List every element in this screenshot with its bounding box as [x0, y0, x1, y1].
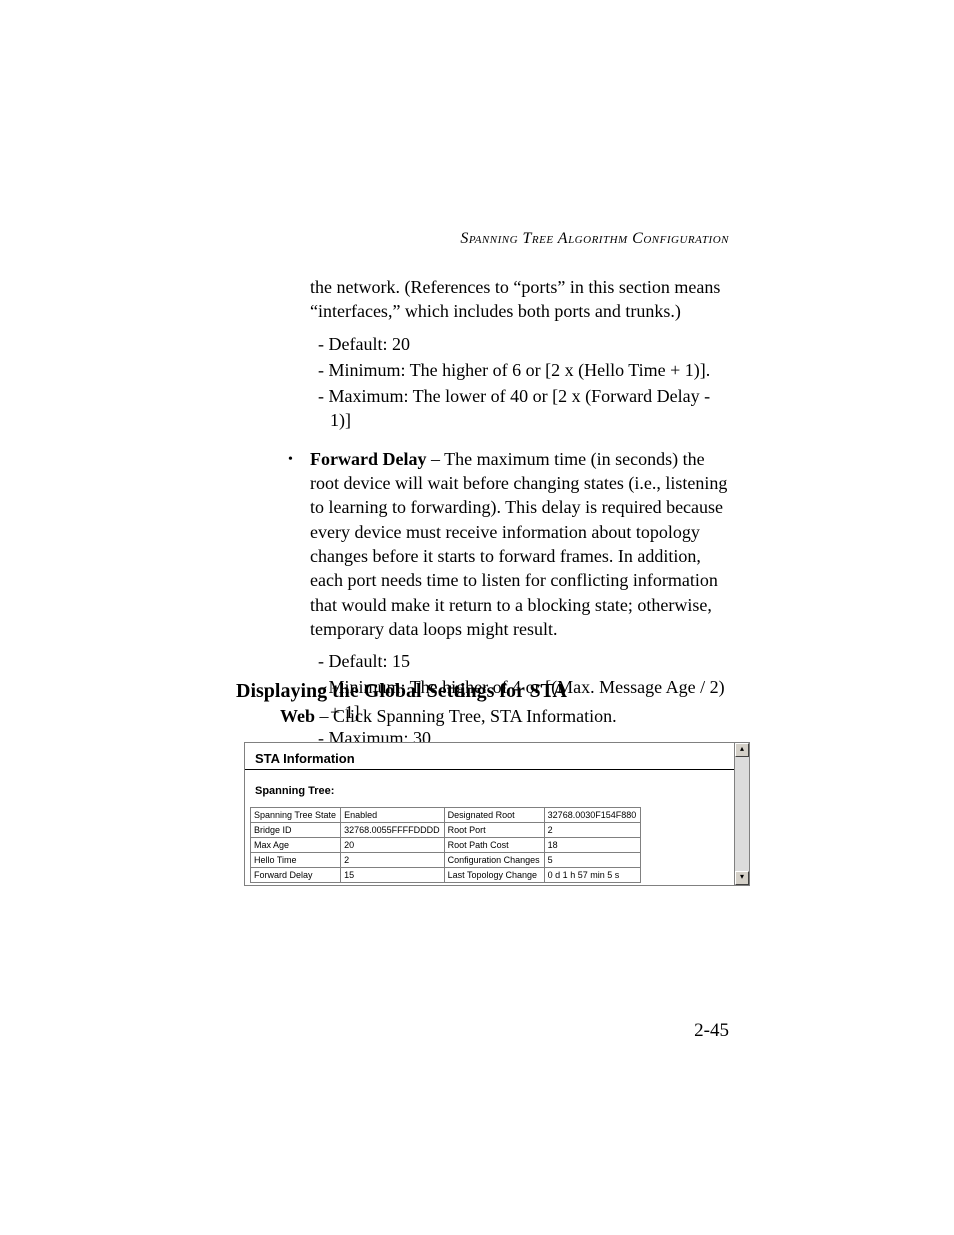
page-number: 2-45 — [694, 1020, 729, 1042]
table-row: Forward Delay 15 Last Topology Change 0 … — [251, 868, 641, 883]
cell-label: Forward Delay — [251, 868, 341, 883]
sta-title: STA Information — [255, 751, 355, 766]
scrollbar[interactable]: ▴ ▾ — [734, 742, 750, 886]
first-sublist: - Default: 20 - Minimum: The higher of 6… — [310, 332, 730, 433]
cell-value: 20 — [341, 838, 445, 853]
table-row: Hello Time 2 Configuration Changes 5 — [251, 853, 641, 868]
cell-value: 2 — [544, 823, 641, 838]
sta-rule — [245, 769, 735, 770]
cell-label: Last Topology Change — [444, 868, 544, 883]
cell-label: Hello Time — [251, 853, 341, 868]
page-header: Spanning Tree Algorithm Configuration — [460, 230, 729, 248]
cell-value: 15 — [341, 868, 445, 883]
cell-label: Max Age — [251, 838, 341, 853]
cell-value: Enabled — [341, 808, 445, 823]
section-heading: Displaying the Global Settings for STA — [236, 680, 567, 703]
cell-value: 2 — [341, 853, 445, 868]
cell-label: Root Path Cost — [444, 838, 544, 853]
list-item: - Maximum: The lower of 40 or [2 x (Forw… — [310, 384, 730, 433]
table-row: Bridge ID 32768.0055FFFFDDDD Root Port 2 — [251, 823, 641, 838]
web-instruction: Web – Click Spanning Tree, STA Informati… — [280, 706, 617, 727]
list-item: - Default: 20 — [310, 332, 730, 356]
cell-label: Configuration Changes — [444, 853, 544, 868]
bullet-icon: • — [288, 451, 293, 470]
cell-label: Designated Root — [444, 808, 544, 823]
web-label: Web — [280, 706, 315, 726]
table-row: Spanning Tree State Enabled Designated R… — [251, 808, 641, 823]
list-text: Minimum: The higher of 6 or [2 x (Hello … — [329, 360, 711, 380]
scroll-down-icon[interactable]: ▾ — [735, 871, 749, 885]
cell-label: Bridge ID — [251, 823, 341, 838]
sta-subtitle: Spanning Tree: — [255, 785, 334, 797]
sta-screenshot: STA Information Spanning Tree: Spanning … — [244, 742, 735, 886]
sta-table: Spanning Tree State Enabled Designated R… — [250, 807, 641, 883]
list-text: Default: 20 — [329, 334, 410, 354]
list-item: - Default: 15 — [310, 649, 730, 673]
scroll-up-icon[interactable]: ▴ — [735, 743, 749, 757]
intro-paragraph: the network. (References to “ports” in t… — [310, 275, 730, 324]
list-text: Maximum: The lower of 40 or [2 x (Forwar… — [329, 386, 711, 430]
cell-value: 18 — [544, 838, 641, 853]
cell-value: 32768.0030F154F880 — [544, 808, 641, 823]
cell-label: Spanning Tree State — [251, 808, 341, 823]
cell-value: 0 d 1 h 57 min 5 s — [544, 868, 641, 883]
list-text: Default: 15 — [329, 651, 410, 671]
web-text: – Click Spanning Tree, STA Information. — [315, 706, 617, 726]
list-item: - Minimum: The higher of 6 or [2 x (Hell… — [310, 358, 730, 382]
forward-delay-item: • Forward Delay – The maximum time (in s… — [310, 447, 730, 641]
cell-value: 32768.0055FFFFDDDD — [341, 823, 445, 838]
forward-delay-label: Forward Delay — [310, 449, 426, 469]
forward-delay-text: – The maximum time (in seconds) the root… — [310, 449, 727, 639]
table-row: Max Age 20 Root Path Cost 18 — [251, 838, 641, 853]
cell-label: Root Port — [444, 823, 544, 838]
cell-value: 5 — [544, 853, 641, 868]
